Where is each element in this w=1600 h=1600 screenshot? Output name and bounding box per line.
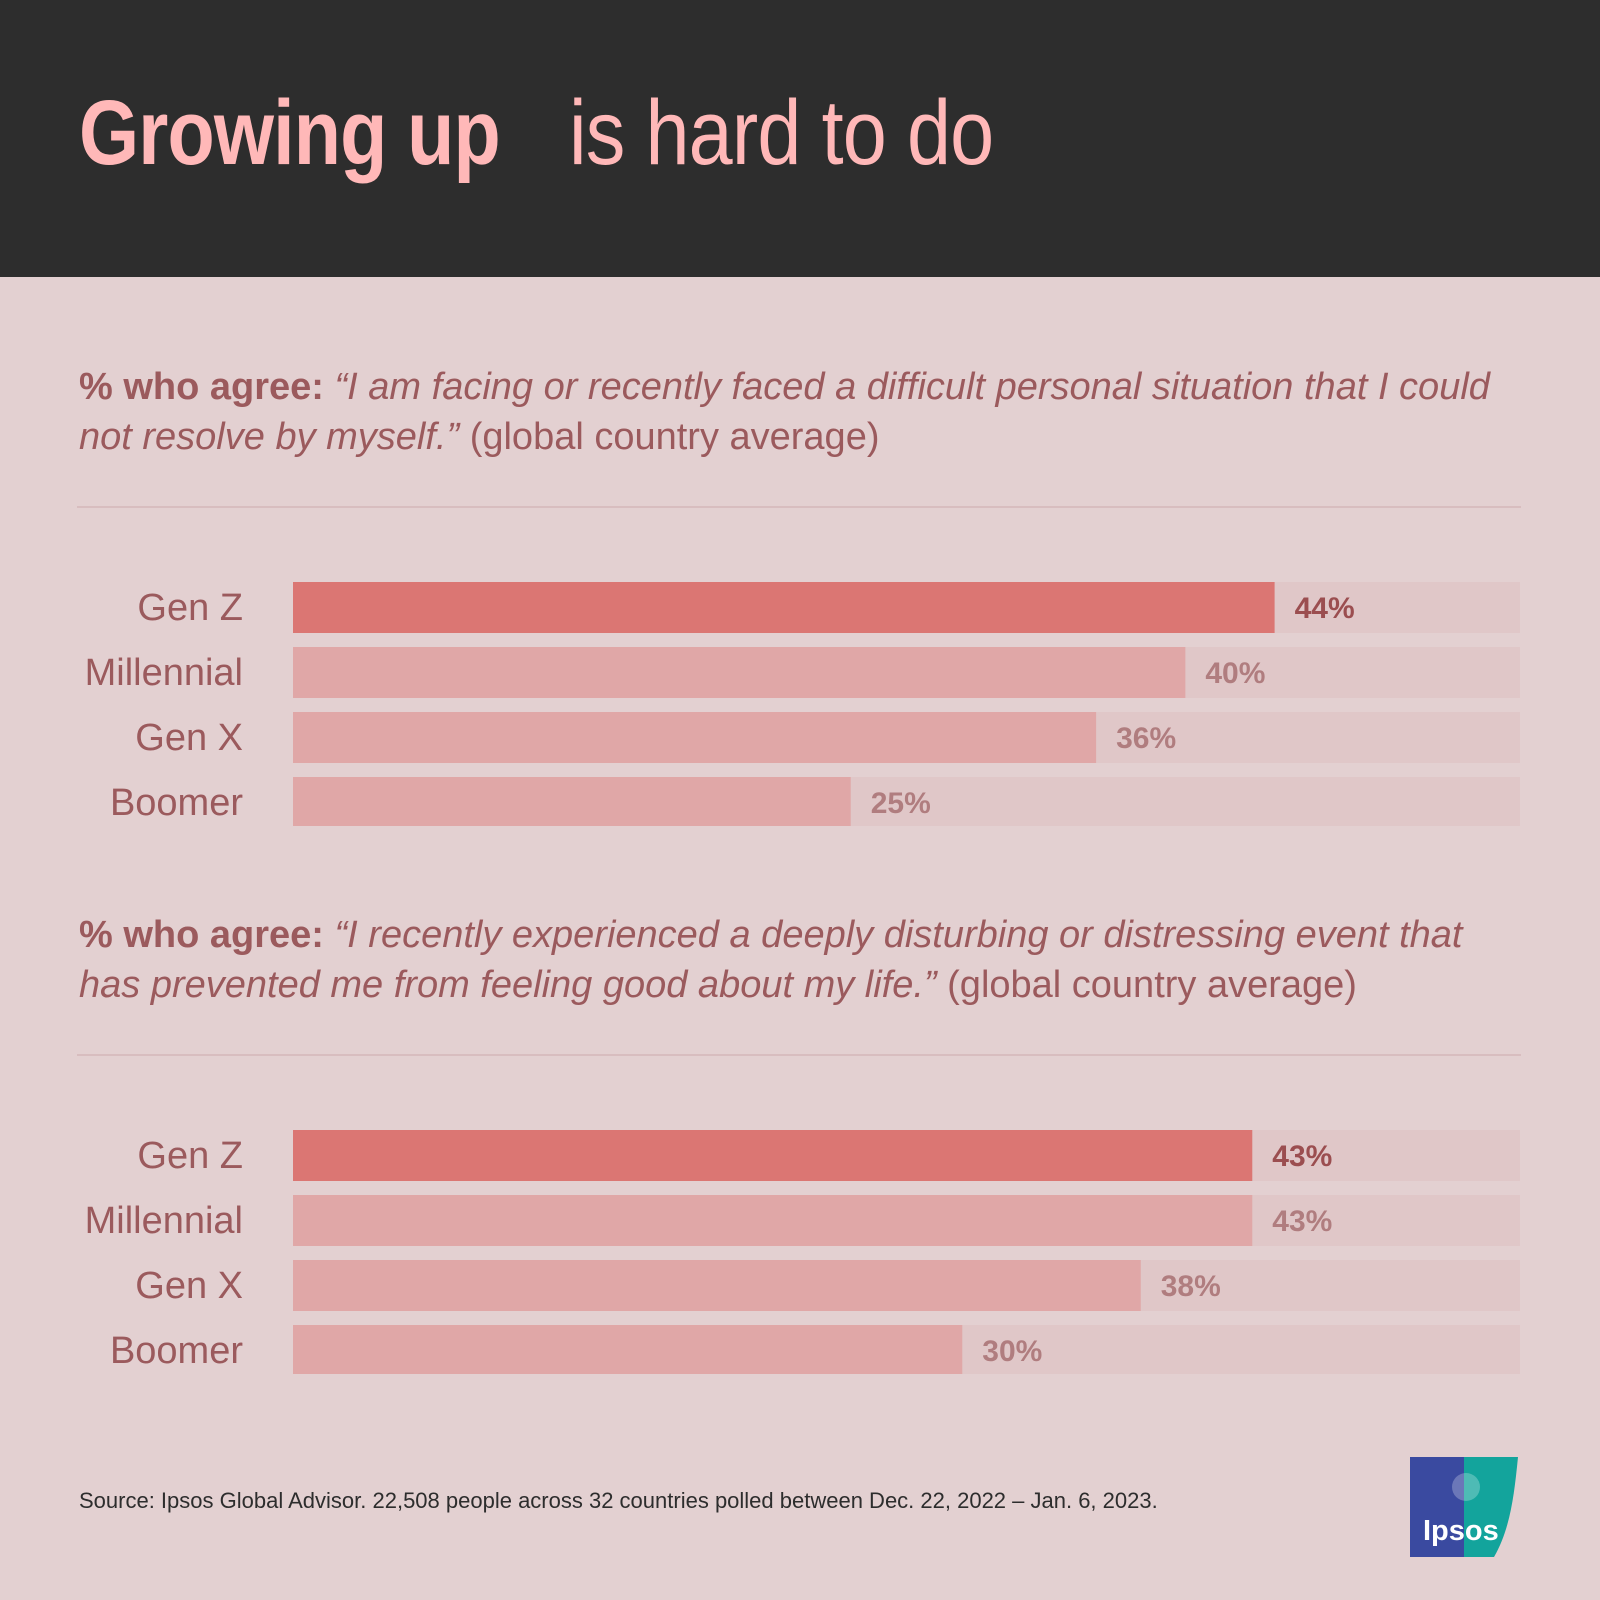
bar-gen-x bbox=[293, 1260, 1141, 1311]
value-label-gen-z: 44% bbox=[1295, 592, 1355, 625]
category-label-boomer: Boomer bbox=[110, 1330, 243, 1372]
question-1-quote: “I am facing or recently faced a difficu… bbox=[79, 366, 1490, 458]
source-note: Source: Ipsos Global Advisor. 22,508 peo… bbox=[79, 1488, 1158, 1513]
question-1: % who agree: “I am facing or recently fa… bbox=[79, 362, 1519, 462]
bar-millennial bbox=[293, 647, 1186, 698]
bar-boomer bbox=[293, 777, 851, 826]
bar-gen-x bbox=[293, 712, 1097, 763]
value-label-boomer: 25% bbox=[871, 787, 931, 820]
header-banner: Growing up is hard to do bbox=[0, 0, 1600, 277]
question-1-prefix: % who agree: bbox=[79, 366, 324, 408]
question-1-suffix: (global country average) bbox=[469, 416, 880, 458]
title-light: is hard to do bbox=[568, 82, 994, 184]
question-2-quote: “I recently experienced a deeply disturb… bbox=[79, 914, 1463, 1006]
category-label-gen-z: Gen Z bbox=[137, 587, 243, 629]
bar-chart-svg: Gen Z 43% Millennial 43% Gen X 38% Boomer 30% bbox=[85, 1130, 1520, 1374]
page-title: Growing up is hard to do bbox=[79, 78, 1062, 188]
value-label-gen-z: 43% bbox=[1272, 1140, 1332, 1173]
bar-millennial bbox=[293, 1195, 1253, 1246]
value-label-boomer: 30% bbox=[982, 1335, 1042, 1368]
question-2: % who agree: “I recently experienced a d… bbox=[79, 910, 1519, 1010]
logo-head-mark bbox=[1452, 1473, 1480, 1501]
question-2-prefix: % who agree: bbox=[79, 914, 324, 956]
bar-gen-z bbox=[293, 582, 1275, 633]
divider-1 bbox=[77, 506, 1521, 508]
logo-teal-panel bbox=[1464, 1457, 1518, 1557]
value-label-gen-x: 38% bbox=[1161, 1270, 1221, 1303]
bar-gen-z bbox=[293, 1130, 1253, 1181]
logo-blue-panel bbox=[1410, 1457, 1464, 1557]
category-label-gen-x: Gen X bbox=[135, 717, 243, 759]
value-label-gen-x: 36% bbox=[1116, 722, 1176, 755]
logo-text: Ipsos bbox=[1423, 1515, 1499, 1547]
bar-boomer bbox=[293, 1325, 963, 1374]
title-bold: Growing up bbox=[79, 82, 501, 184]
chart-1: Gen Z 44% Millennial 40% Gen X 36% Boomer 25% bbox=[0, 566, 1600, 826]
category-label-gen-x: Gen X bbox=[135, 1265, 243, 1307]
divider-2 bbox=[77, 1054, 1521, 1056]
question-2-suffix: (global country average) bbox=[947, 964, 1357, 1006]
chart-2: Gen Z 43% Millennial 43% Gen X 38% Boomer 30% bbox=[0, 1114, 1600, 1374]
bar-chart-svg: Gen Z 44% Millennial 40% Gen X 36% Boomer 25% bbox=[85, 582, 1520, 826]
value-label-millennial: 40% bbox=[1205, 657, 1265, 690]
category-label-millennial: Millennial bbox=[85, 1200, 243, 1242]
value-label-millennial: 43% bbox=[1272, 1205, 1332, 1238]
ipsos-logo-icon: Ipsos bbox=[1410, 1457, 1518, 1557]
ipsos-logo: Ipsos bbox=[1410, 1457, 1518, 1557]
category-label-boomer: Boomer bbox=[110, 782, 243, 824]
category-label-millennial: Millennial bbox=[85, 652, 243, 694]
category-label-gen-z: Gen Z bbox=[137, 1135, 243, 1177]
